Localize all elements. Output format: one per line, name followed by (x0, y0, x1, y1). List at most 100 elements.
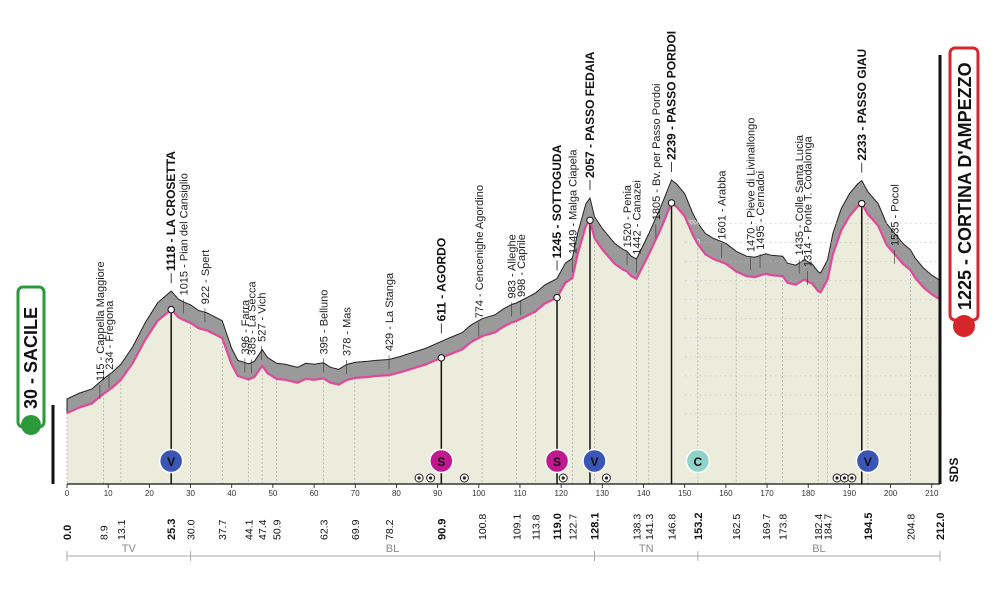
place-label: 774 - Cencenighe Agordino (474, 185, 486, 318)
altitude-scale-label: 1000 (687, 316, 701, 322)
km-tick-label: 210 (925, 489, 939, 498)
point-icon (544, 448, 570, 474)
place-label: 396 - Farra (240, 299, 252, 354)
region-label: TV (122, 543, 137, 555)
km-distance-label: 78.2 (384, 519, 396, 540)
climb-dot (553, 293, 561, 302)
altitude-scale-label: 0 (687, 411, 691, 417)
km-tick-label: 130 (596, 489, 610, 498)
altitude-scale-label: 400 (687, 373, 698, 379)
km-distance-label: 173.8 (778, 514, 790, 540)
km-distance-label: 37.7 (217, 519, 229, 540)
km-distance-label: 169.7 (761, 514, 773, 540)
km-distance-label: 44.1 (244, 519, 256, 540)
climb-label: 2239 - PASSO PORDOI (665, 31, 679, 160)
climb-label: 1118 - LA CROSETTA (164, 151, 178, 271)
km-tick-label: 20 (145, 489, 154, 498)
climb-label: 2233 - PASSO GIAU (855, 49, 869, 161)
point-icon (158, 448, 184, 474)
km-tick-label: 70 (351, 489, 360, 498)
place-label: 983 - Alleghe (507, 234, 519, 298)
km-tick-label: 0 (65, 489, 70, 498)
place-label: 429 - La Stanga (384, 272, 396, 351)
km-distance-label: 122.7 (567, 514, 579, 540)
km-distance-label: 25.3 (166, 519, 178, 540)
climb-dot (586, 216, 594, 224)
km-tick-label: 100 (472, 489, 486, 498)
place-label: 527 - Vich (256, 293, 268, 342)
tunnel-marker-core (604, 476, 609, 480)
km-tick-label: 200 (884, 489, 898, 498)
place-label: 1470 - Pieve di Livinallongo (746, 118, 758, 253)
place-label: 395 - Belluno (319, 290, 331, 355)
altitude-scale-label: 1600 (687, 259, 701, 265)
place-label: 1601 - Arabba (717, 170, 729, 240)
climb-label: 611 - AGORDO (434, 238, 448, 322)
climb-dot (167, 305, 175, 314)
point-icon-letter: V (590, 455, 598, 469)
place-label: 1442 - Canazei (632, 180, 644, 255)
km-distance-label: 162.5 (731, 514, 743, 540)
altitude-scale-label: 1800 (687, 240, 701, 246)
point-icon-letter: V (167, 455, 175, 469)
place-label: 115 - Cappella Maggiore (95, 261, 107, 381)
km-tick-label: 80 (392, 489, 401, 498)
tunnel-marker-core (835, 476, 839, 480)
tunnel-marker-core (417, 476, 421, 480)
place-label: 1495 - Cernadoi (755, 171, 767, 250)
km-distance-label: 0.0 (62, 525, 74, 540)
region-label: TN (639, 543, 654, 555)
km-distance-label: 119.0 (552, 513, 564, 540)
km-tick-label: 120 (554, 489, 568, 498)
start-bike-icon (21, 415, 41, 435)
point-icon-letter: C (694, 455, 703, 469)
point-icon (855, 448, 881, 474)
point-icon-letter: V (864, 455, 872, 469)
km-distance-label: 100.8 (477, 514, 489, 540)
km-distance-label: 204.8 (905, 514, 917, 540)
km-distance-label: 47.4 (257, 519, 269, 540)
km-distance-label: 30.0 (186, 519, 198, 540)
region-label: BL (812, 543, 825, 555)
km-tick-label: 90 (433, 489, 442, 498)
km-distance-label: 153.2 (693, 512, 705, 540)
altitude-scale-label: 1400 (687, 278, 701, 284)
place-label: 385 - La Secca (246, 280, 258, 355)
km-tick-label: 60 (310, 489, 319, 498)
km-distance-label: 13.1 (116, 519, 128, 540)
place-label: 1805 - Bv. per Passo Pordoi (651, 83, 663, 220)
start-badge-label: 30 - SACILE (21, 307, 41, 409)
altitude-scale-label: 2000 (687, 221, 701, 227)
km-distance-label: 90.9 (436, 519, 448, 540)
sds-logo: SDS (947, 458, 961, 483)
place-label: 234 - Fregona (104, 300, 116, 370)
place-label: 1015 - Pian del Cansiglio (179, 173, 191, 295)
point-icon (685, 448, 711, 474)
climb-dot (667, 199, 676, 207)
km-distance-label: 128.1 (590, 512, 602, 540)
km-tick-label: 190 (843, 489, 857, 498)
climb-dot (858, 199, 866, 208)
km-tick-label: 150 (678, 489, 692, 498)
tunnel-marker-core (842, 476, 847, 480)
tunnel-marker-core (561, 476, 565, 480)
place-label: 922 - Spert (200, 250, 212, 304)
altitude-scale-label: 1200 (687, 297, 701, 303)
place-label: 998 - Caprile (516, 234, 528, 297)
km-distance-label: 8.9 (99, 525, 111, 540)
finish-badge-label: 1225 - CORTINA D'AMPEZZO (955, 62, 975, 310)
altitude-scale-label: 800 (687, 335, 698, 341)
km-distance-label: 69.9 (350, 519, 362, 540)
km-tick-label: 50 (268, 489, 277, 498)
km-distance-label: 194.5 (863, 512, 875, 540)
km-distance-label: 113.8 (531, 514, 543, 540)
km-tick-label: 140 (637, 489, 651, 498)
km-distance-label: 62.3 (319, 519, 331, 540)
km-tick-label: 40 (227, 489, 236, 498)
km-distance-label: 184.7 (823, 514, 835, 540)
climb-label: 1245 - SOTTOGUDA (550, 144, 564, 258)
profile-body (67, 203, 940, 484)
km-distance-label: 212.0 (935, 512, 947, 540)
